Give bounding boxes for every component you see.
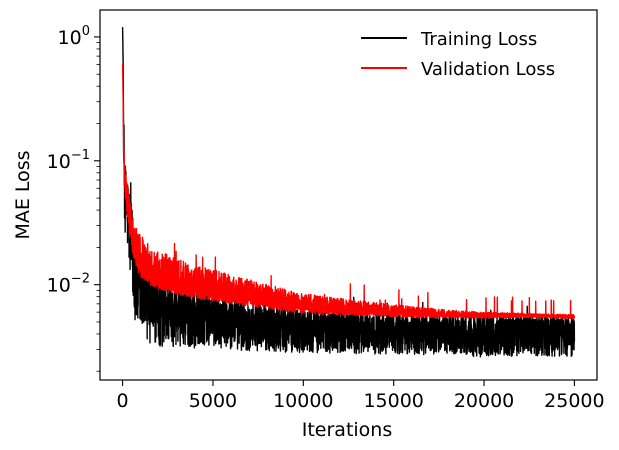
x-tick-label: 20000 — [454, 390, 514, 412]
x-tick-label: 15000 — [363, 390, 423, 412]
y-tick-label-base: 10 — [47, 151, 71, 173]
y-tick-label-exponent: 0 — [82, 24, 90, 39]
y-tick-label-base: 10 — [58, 27, 82, 49]
y-axis-title: MAE Loss — [12, 150, 34, 239]
series-line-training-loss — [121, 27, 576, 358]
x-tick-label: 10000 — [273, 390, 333, 412]
y-tick-label-base: 10 — [47, 275, 71, 297]
y-tick-label: 10−1 — [47, 148, 90, 173]
x-tick-label: 0 — [117, 390, 129, 412]
x-tick-label: 5000 — [189, 390, 237, 412]
series-line-validation-loss — [121, 64, 576, 319]
y-tick-label-exponent: −2 — [71, 272, 90, 287]
legend: Training Loss Validation Loss — [361, 29, 555, 80]
y-tick-label: 10−2 — [47, 272, 90, 297]
legend-label-training: Training Loss — [420, 29, 537, 50]
series-layer — [121, 27, 576, 358]
x-tick-label: 25000 — [544, 390, 604, 412]
y-tick-label-exponent: −1 — [71, 148, 90, 163]
y-tick-label: 100 — [58, 24, 90, 49]
legend-label-validation: Validation Loss — [421, 59, 555, 80]
x-axis-title: Iterations — [302, 419, 393, 441]
plot-frame — [99, 9, 598, 381]
